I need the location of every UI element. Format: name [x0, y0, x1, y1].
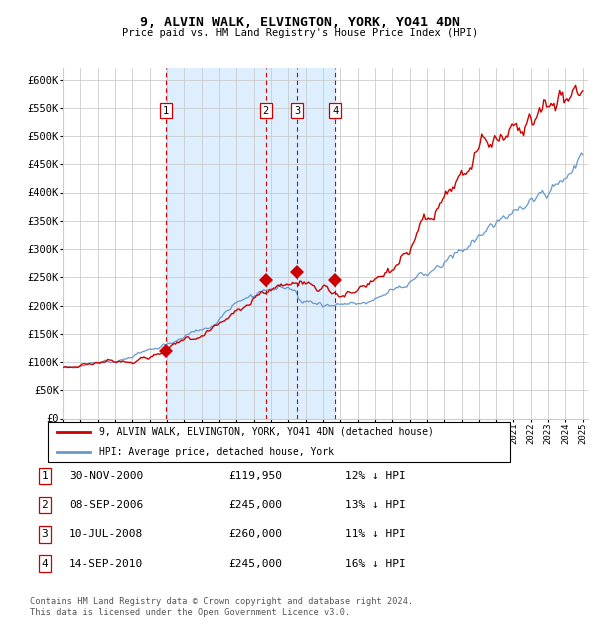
Text: 13% ↓ HPI: 13% ↓ HPI — [345, 500, 406, 510]
Text: 14-SEP-2010: 14-SEP-2010 — [69, 559, 143, 569]
Text: £245,000: £245,000 — [228, 559, 282, 569]
Text: 4: 4 — [332, 105, 338, 115]
Text: 3: 3 — [295, 105, 301, 115]
Text: 12% ↓ HPI: 12% ↓ HPI — [345, 471, 406, 481]
Text: 2: 2 — [262, 105, 269, 115]
Bar — [166, 68, 335, 418]
Text: £245,000: £245,000 — [228, 500, 282, 510]
Text: 11% ↓ HPI: 11% ↓ HPI — [345, 529, 406, 539]
Text: 30-NOV-2000: 30-NOV-2000 — [69, 471, 143, 481]
Text: 16% ↓ HPI: 16% ↓ HPI — [345, 559, 406, 569]
Text: 1: 1 — [163, 105, 169, 115]
Text: HPI: Average price, detached house, York: HPI: Average price, detached house, York — [99, 447, 334, 457]
Text: 3: 3 — [41, 529, 49, 539]
Text: 9, ALVIN WALK, ELVINGTON, YORK, YO41 4DN (detached house): 9, ALVIN WALK, ELVINGTON, YORK, YO41 4DN… — [99, 427, 434, 436]
Text: 1: 1 — [41, 471, 49, 481]
Text: Price paid vs. HM Land Registry's House Price Index (HPI): Price paid vs. HM Land Registry's House … — [122, 28, 478, 38]
Text: Contains HM Land Registry data © Crown copyright and database right 2024.
This d: Contains HM Land Registry data © Crown c… — [30, 598, 413, 617]
Text: 2: 2 — [41, 500, 49, 510]
Text: 10-JUL-2008: 10-JUL-2008 — [69, 529, 143, 539]
Text: 4: 4 — [41, 559, 49, 569]
Text: £119,950: £119,950 — [228, 471, 282, 481]
FancyBboxPatch shape — [48, 422, 510, 462]
Text: 9, ALVIN WALK, ELVINGTON, YORK, YO41 4DN: 9, ALVIN WALK, ELVINGTON, YORK, YO41 4DN — [140, 16, 460, 29]
Text: 08-SEP-2006: 08-SEP-2006 — [69, 500, 143, 510]
Text: £260,000: £260,000 — [228, 529, 282, 539]
